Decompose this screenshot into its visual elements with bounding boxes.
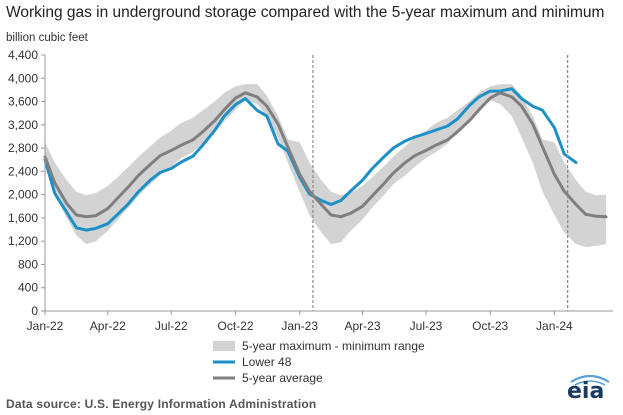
eia-logo	[570, 374, 610, 386]
x-tick-label: Oct-22	[217, 319, 253, 333]
series-line-avg	[43, 91, 608, 219]
legend: 5-year maximum - minimum range Lower 48 …	[213, 339, 425, 385]
legend-swatch-range	[213, 341, 235, 351]
y-tick-label: 0	[31, 304, 38, 318]
y-axis-label: billion cubic feet	[6, 32, 88, 44]
series-line-lower48	[43, 87, 578, 232]
y-tick-label: 2,800	[8, 141, 38, 155]
x-tick-label: Jan-24	[536, 319, 573, 333]
x-tick-label: Apr-22	[90, 319, 126, 333]
x-tick-label: Jul-22	[155, 319, 188, 333]
eia-logo-text: eia	[567, 379, 605, 404]
y-tick-label: 2,000	[8, 188, 38, 202]
y-tick-label: 1,600	[8, 211, 38, 225]
y-tick-label: 3,600	[8, 95, 38, 109]
y-tick-label: 400	[18, 281, 38, 295]
chart-title: Working gas in underground storage compa…	[6, 4, 605, 21]
y-tick-label: 800	[18, 257, 38, 271]
x-tick-label: Jan-23	[281, 319, 318, 333]
source-note: Data source: U.S. Energy Information Adm…	[6, 397, 317, 411]
y-tick-label: 2,400	[8, 164, 38, 178]
x-tick-label: Oct-23	[472, 319, 508, 333]
x-tick-label: Jul-23	[410, 319, 443, 333]
x-tick-label: Apr-23	[344, 319, 380, 333]
series-range-band	[45, 84, 606, 247]
y-tick-label: 4,000	[8, 71, 38, 85]
y-tick-label: 3,200	[8, 118, 38, 132]
legend-label-lower48: Lower 48	[242, 355, 292, 369]
legend-label-range: 5-year maximum - minimum range	[242, 339, 425, 353]
y-tick-label: 4,400	[8, 48, 38, 62]
y-tick-label: 1,200	[8, 234, 38, 248]
legend-label-avg: 5-year average	[242, 371, 323, 385]
x-tick-label: Jan-22	[27, 319, 64, 333]
